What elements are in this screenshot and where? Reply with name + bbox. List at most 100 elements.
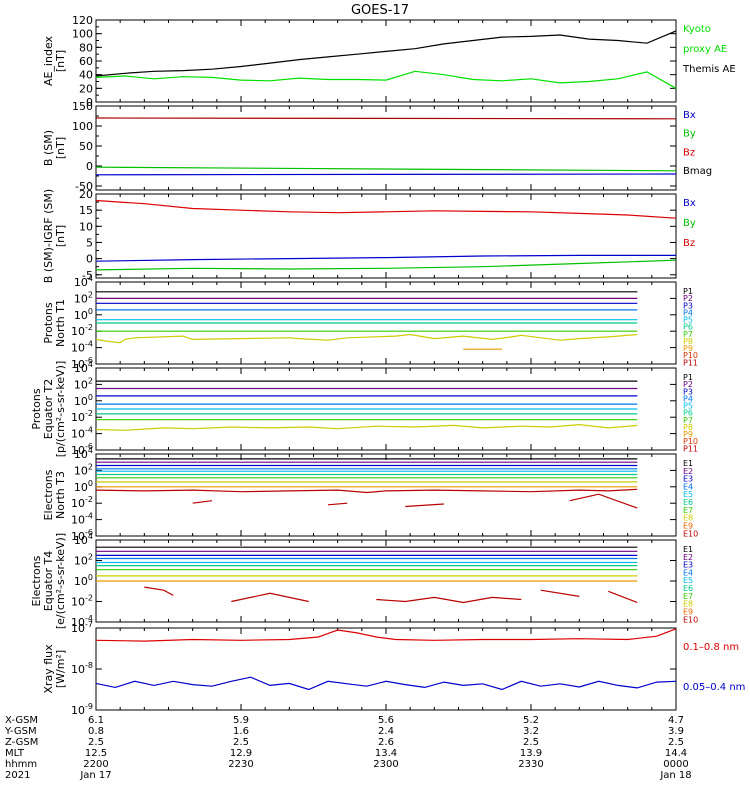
- y-tick-label: 0: [86, 160, 93, 173]
- y-tick-label: 150: [72, 100, 93, 113]
- legend-entry: By: [683, 129, 696, 140]
- legend-entry: Bx: [683, 198, 696, 209]
- y-tick-label: 100: [72, 28, 93, 41]
- legend-entry: 0.05–0.4 nm: [683, 682, 745, 693]
- footer-value: 5.2: [523, 715, 539, 726]
- series-e10: [231, 592, 309, 603]
- series-group-eequator-segments: [144, 586, 638, 604]
- y-tick-label: 10-7: [71, 620, 93, 635]
- series-group-bigrf: [95, 199, 677, 271]
- legend-entry: E5: [683, 490, 693, 499]
- legend-entry: E5: [683, 576, 693, 585]
- series-e10: [376, 596, 522, 604]
- footer-value: 6.1: [88, 715, 104, 726]
- series-group-pequator: [95, 380, 638, 431]
- footer-row-label: X-GSM: [5, 715, 38, 726]
- y-axis-label: Protons: [30, 388, 43, 429]
- footer-value: 2.6: [378, 737, 394, 748]
- ephemeris-footer: X-GSMY-GSMZ-GSMMLThhmm20216.10.82.512.52…: [4, 715, 692, 781]
- footer-row-label: hhmm: [5, 759, 37, 770]
- y-tick-label: 100: [72, 120, 93, 133]
- series-e10: [608, 590, 638, 604]
- legend-entry: 0.1–0.8 nm: [683, 642, 739, 653]
- footer-value: Jan 18: [659, 770, 691, 781]
- footer-row-label: Z-GSM: [5, 737, 38, 748]
- footer-value: 12.5: [85, 748, 107, 759]
- legend-entry: P9: [683, 344, 693, 353]
- legend-entry: Bz: [683, 147, 695, 158]
- footer-value: 2200: [83, 759, 108, 770]
- footer-value: 2330: [518, 759, 543, 770]
- y-tick-label: 104: [74, 360, 93, 375]
- footer-value: 13.4: [375, 748, 397, 759]
- footer-value: 13.9: [520, 748, 542, 759]
- legend-entry: E8: [683, 514, 693, 523]
- y-tick-label: 100: [74, 573, 93, 588]
- legend-entry: P8: [683, 337, 693, 346]
- series-by: [95, 166, 677, 172]
- y-tick-label: 10-6: [71, 356, 93, 371]
- legend-entry: E4: [683, 482, 693, 491]
- footer-row-label: Y-GSM: [4, 726, 37, 737]
- plot-title: GOES-17: [351, 3, 409, 18]
- y-tick-label: 20: [79, 188, 93, 201]
- y-axis-label: [nT]: [54, 50, 67, 72]
- y-axis-label: Electrons: [30, 555, 43, 606]
- series-p8: [95, 423, 638, 431]
- legend-entry: P1: [683, 287, 693, 296]
- legend-entry: E10: [683, 615, 698, 624]
- legend-entry: P3: [683, 301, 693, 310]
- footer-value: 0.8: [88, 726, 104, 737]
- y-axis-label: B (SM): [42, 130, 55, 166]
- y-tick-label: 104: [74, 446, 93, 461]
- y-axis-label: Electrons: [42, 469, 55, 520]
- series-by: [95, 259, 677, 271]
- series-e10: [327, 502, 348, 506]
- y-axis-label: AE_index: [42, 35, 55, 86]
- footer-value: 2300: [373, 759, 398, 770]
- footer-value: 3.9: [668, 726, 684, 737]
- y-axis-label: North T1: [54, 299, 67, 347]
- legend-entry: Bz: [683, 238, 695, 249]
- y-tick-label: 104: [74, 532, 93, 547]
- footer-value: 5.9: [233, 715, 249, 726]
- legend-entry: P5: [683, 402, 693, 411]
- legend-entry: E3: [683, 475, 693, 484]
- series-e10: [405, 503, 445, 508]
- legend-entry: P5: [683, 316, 693, 325]
- y-tick-label: 10-2: [71, 409, 93, 424]
- panel-bigrf: -5 0 5 10 15 20 B (SM)-IGRF (SM) [nT] Bx By Bz: [42, 188, 696, 283]
- footer-value: 2.4: [378, 726, 394, 737]
- legend-entry: P4: [683, 394, 693, 403]
- series-kyoto-proxy-ae: [95, 70, 677, 89]
- y-tick-label: 80: [79, 41, 93, 54]
- legend-entry: E2: [683, 467, 693, 476]
- footer-value: 2.5: [233, 737, 249, 748]
- footer-row-label: 2021: [5, 770, 30, 781]
- legend-entry: P11: [683, 444, 698, 453]
- footer-value: Jan 17: [79, 770, 111, 781]
- y-axis-label: [nT]: [54, 137, 67, 159]
- footer-value: 2.5: [668, 737, 684, 748]
- legend-entry: Bx: [683, 110, 696, 121]
- footer-row-label: MLT: [5, 748, 25, 759]
- panel-bsm: -50 0 50 100 150 B (SM) [nT] Bx By Bz Bmag: [42, 100, 712, 193]
- legend-entry: P10: [683, 437, 698, 446]
- series-0-1-0-8-nm: [95, 628, 677, 642]
- legend-entry: P7: [683, 330, 693, 339]
- footer-value: 14.4: [665, 748, 687, 759]
- y-tick-label: 100: [74, 307, 93, 322]
- footer-value: 0000: [663, 759, 688, 770]
- y-axis-label: B (SM)-IGRF (SM): [42, 189, 55, 283]
- y-tick-label: 10-4: [71, 426, 93, 441]
- legend-entry: E7: [683, 592, 693, 601]
- y-axis-label: Xray flux: [42, 644, 55, 694]
- legend-entry: P2: [683, 294, 693, 303]
- y-tick-label: 10-4: [71, 614, 93, 629]
- footer-value: 2.5: [88, 737, 104, 748]
- series-e10: [192, 500, 213, 504]
- y-tick-label: -50: [75, 180, 93, 193]
- y-tick-label: 102: [74, 553, 93, 568]
